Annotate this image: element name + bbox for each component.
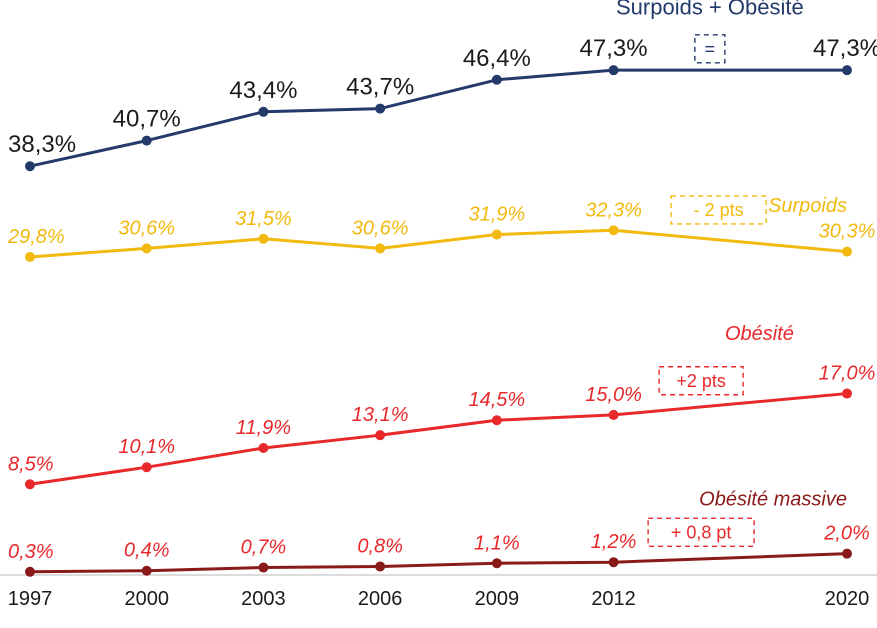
obesite-value-label: 11,9% [236, 417, 291, 439]
surpoids_obesite-marker [25, 161, 35, 171]
obesity-trends-chart: 1997 2000 2003 2006 2009 2012 2020 38,3% 40,7% 43… [0, 0, 877, 628]
obesite_massive-value-label: 0,4% [124, 540, 170, 562]
obesite_massive-marker [375, 561, 385, 571]
obesite-marker [25, 479, 35, 489]
surpoids-value-label: 32,3% [585, 199, 642, 221]
obesite-series-label: Obésité [725, 323, 794, 345]
obesite_massive-marker [258, 563, 268, 573]
obesite_massive-value-label: 1,1% [474, 532, 520, 554]
surpoids-marker [609, 225, 619, 235]
obesite-value-label: 10,1% [118, 436, 175, 458]
surpoids_obesite-value-label: 40,7% [113, 106, 181, 133]
surpoids_obesite-value-label: 43,4% [229, 77, 297, 104]
obesite_massive-marker [25, 567, 35, 577]
x-tick-label: 2000 [124, 588, 169, 610]
obesite-value-label: 14,5% [468, 389, 525, 411]
obesite_massive-value-label: 0,8% [357, 535, 403, 557]
obesite_massive-marker [842, 549, 852, 559]
x-tick-label: 2003 [241, 588, 286, 610]
surpoids_obesite-marker [142, 136, 152, 146]
obesite_massive-marker [609, 557, 619, 567]
surpoids-marker [142, 243, 152, 253]
surpoids-value-label: 31,9% [468, 204, 525, 226]
obesite_massive-value-label: 1,2% [591, 531, 637, 553]
surpoids-value-label: 31,5% [235, 208, 292, 230]
surpoids_obesite-value-label: 43,7% [346, 74, 414, 101]
obesite-callout-text: +2 pts [676, 371, 726, 391]
surpoids_obesite-value-label: 47,3% [580, 35, 648, 62]
obesite_massive-series-label: Obésité massive [699, 489, 847, 511]
surpoids-marker [375, 243, 385, 253]
surpoids-value-label: 29,8% [7, 226, 65, 248]
surpoids_obesite-value-label: 38,3% [8, 131, 76, 158]
surpoids-marker [842, 247, 852, 257]
obesite_massive-marker [492, 558, 502, 568]
obesite_massive-value-label: 0,3% [8, 541, 54, 563]
obesite-value-label: 15,0% [585, 384, 642, 406]
surpoids-value-label: 30,6% [118, 217, 175, 239]
obesite_massive-marker [142, 566, 152, 576]
surpoids_obesite-marker [375, 104, 385, 114]
surpoids_obesite-callout-text: = [705, 39, 716, 59]
surpoids-marker [258, 234, 268, 244]
obesite_massive-value-label: 0,7% [241, 537, 287, 559]
x-tick-label: 2009 [475, 588, 520, 610]
obesite-value-label: 13,1% [352, 404, 409, 426]
x-tick-label: 2012 [591, 588, 636, 610]
obesite-value-label: 8,5% [8, 453, 54, 475]
surpoids_obesite-marker [842, 65, 852, 75]
surpoids-value-label: 30,3% [819, 221, 876, 243]
surpoids-marker [492, 230, 502, 240]
obesite_massive-value-label: 2,0% [823, 523, 870, 545]
obesite_massive-callout-text: + 0,8 pt [671, 522, 732, 542]
surpoids-value-label: 30,6% [352, 217, 409, 239]
surpoids-callout-text: - 2 pts [694, 200, 744, 220]
surpoids-series-label: Surpoids [768, 195, 847, 217]
x-tick-label: 2020 [825, 588, 870, 610]
surpoids-marker [25, 252, 35, 262]
x-tick-label: 2006 [358, 588, 403, 610]
obesite-marker [492, 415, 502, 425]
surpoids_obesite-marker [492, 75, 502, 85]
obesite-marker [609, 410, 619, 420]
x-tick-label: 1997 [8, 588, 53, 610]
obesite-marker [375, 430, 385, 440]
surpoids_obesite-marker [609, 65, 619, 75]
obesite-marker [258, 443, 268, 453]
surpoids_obesite-marker [258, 107, 268, 117]
surpoids_obesite-series-label: Surpoids + Obésité [616, 0, 804, 20]
obesite-value-label: 17,0% [819, 363, 876, 385]
obesite-marker [142, 462, 152, 472]
surpoids_obesite-value-label: 47,3% [813, 35, 877, 62]
obesite-marker [842, 389, 852, 399]
surpoids_obesite-value-label: 46,4% [463, 45, 531, 72]
